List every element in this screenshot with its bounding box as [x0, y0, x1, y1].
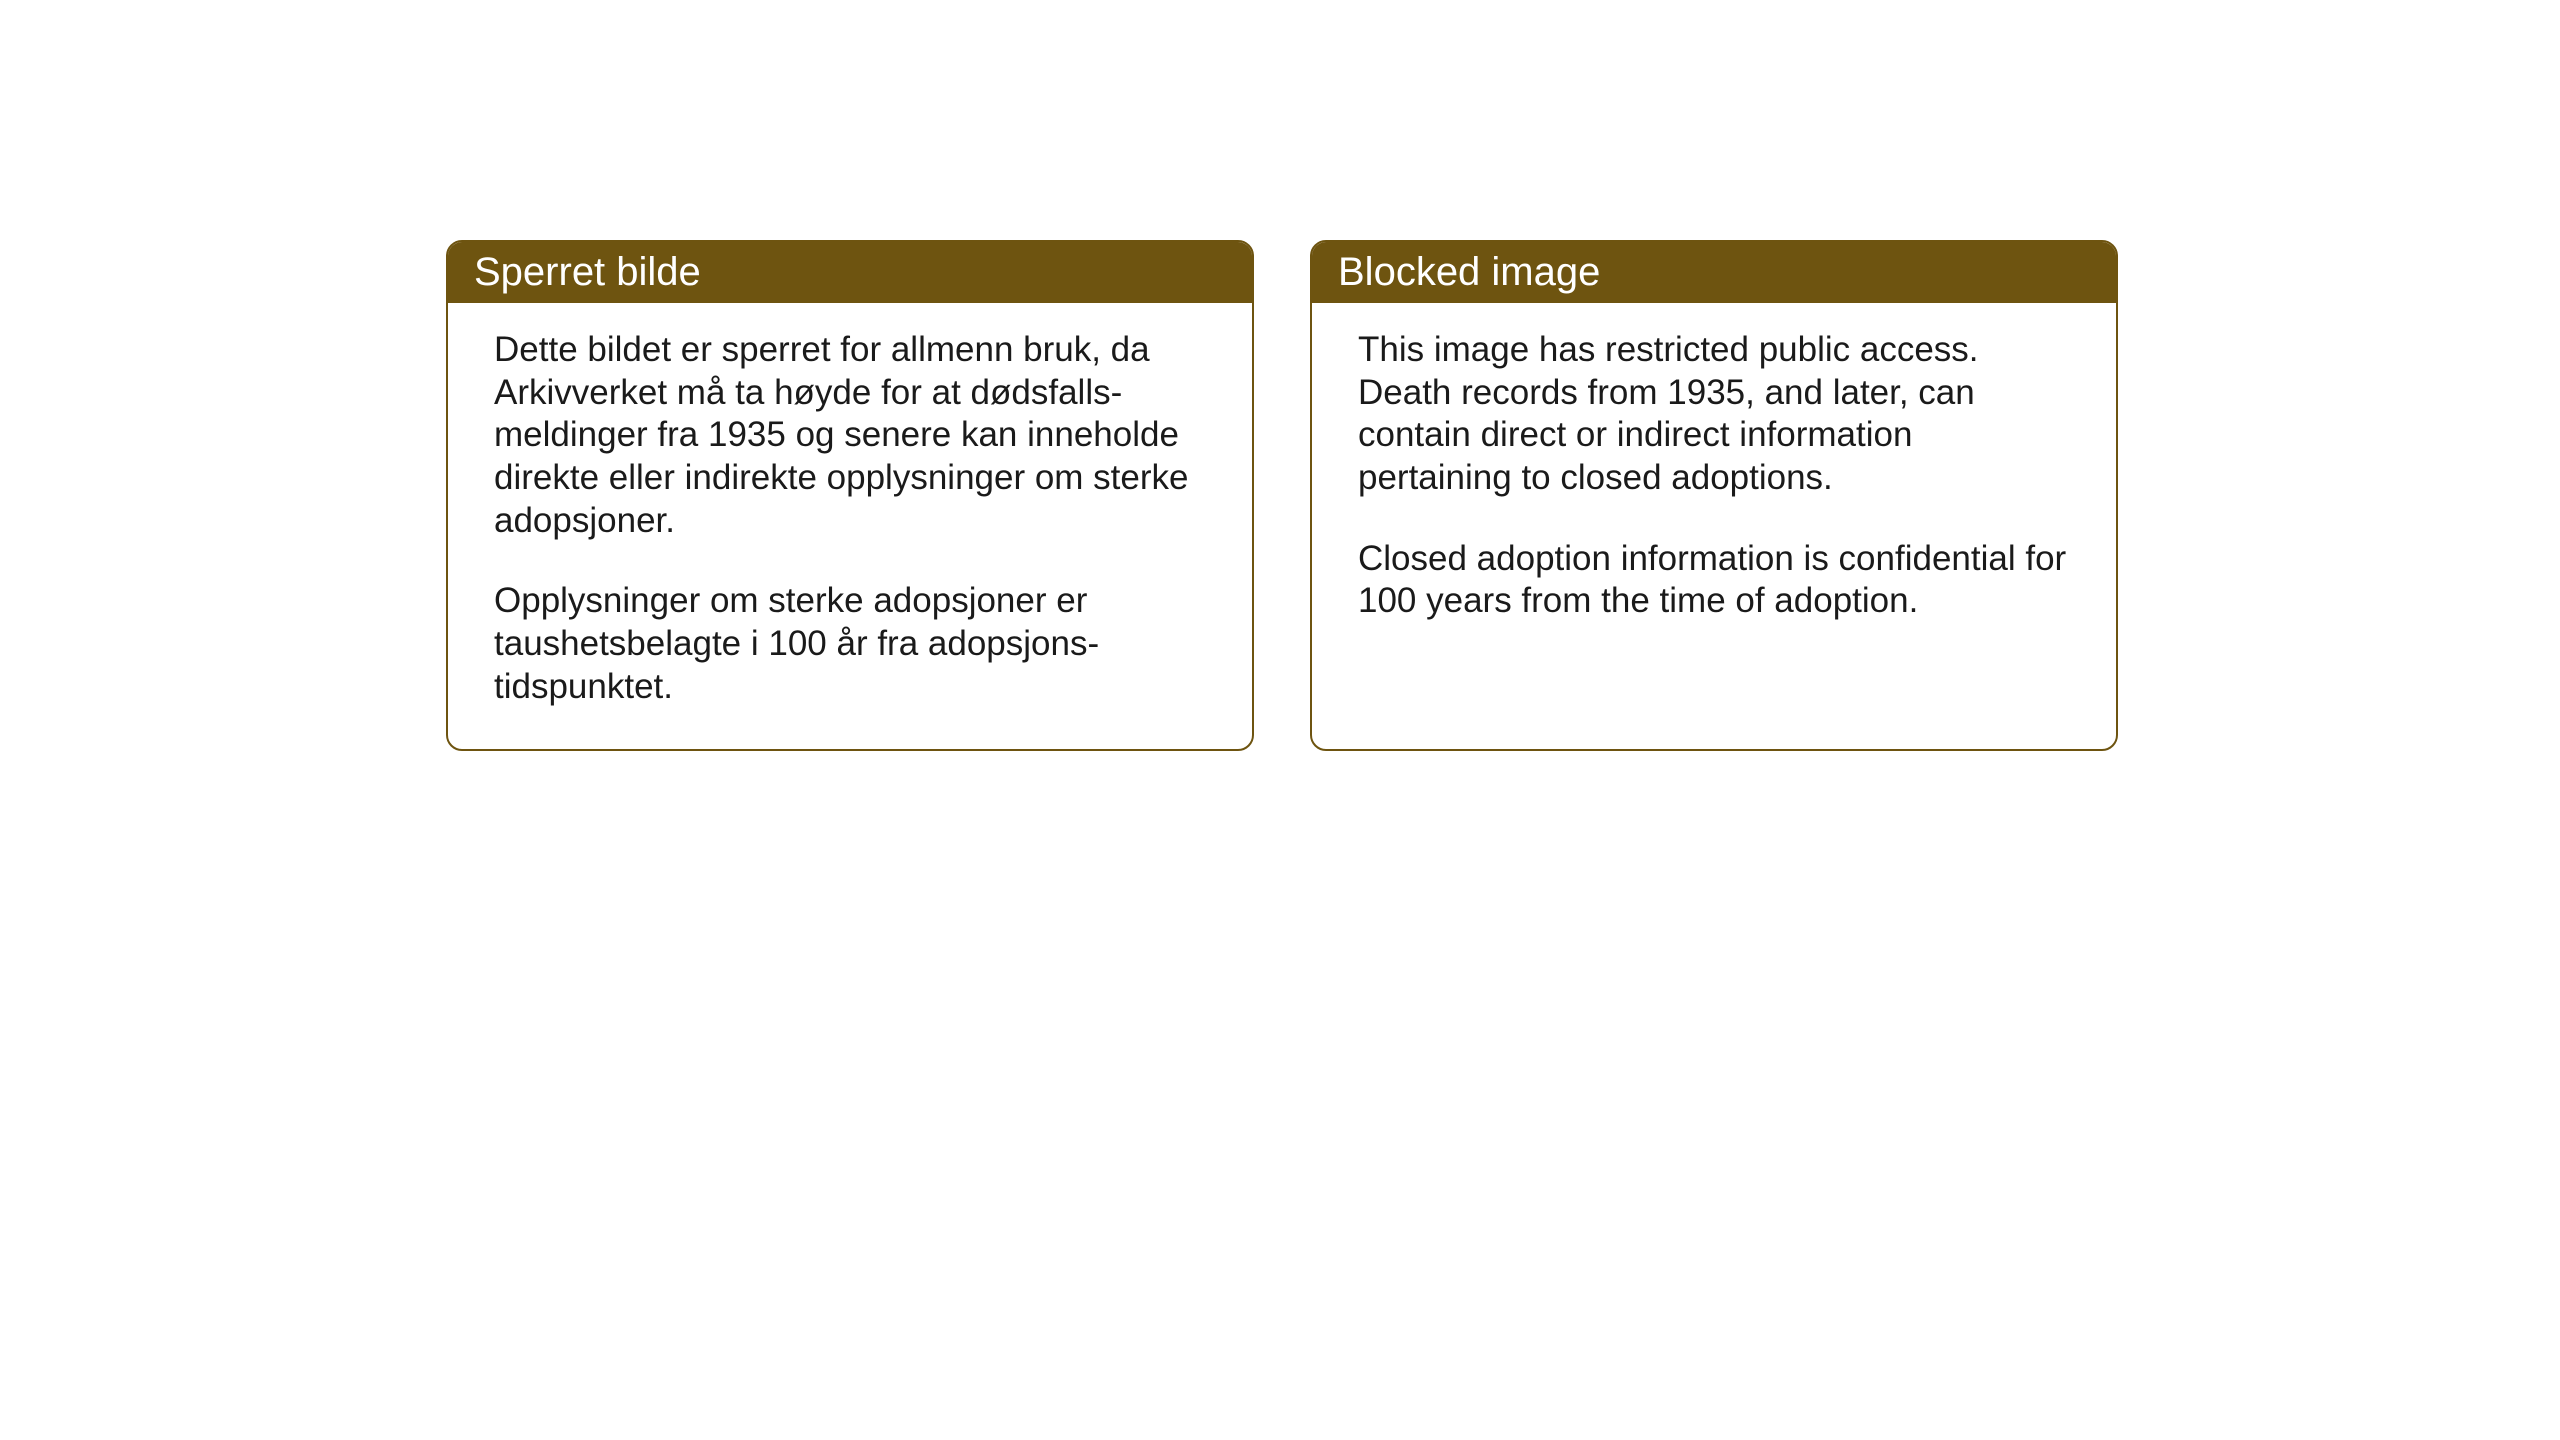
- blocked-image-card-norwegian: Sperret bilde Dette bildet er sperret fo…: [446, 240, 1254, 751]
- blocked-image-card-english: Blocked image This image has restricted …: [1310, 240, 2118, 751]
- card-header-norwegian: Sperret bilde: [448, 242, 1252, 303]
- card-header-english: Blocked image: [1312, 242, 2116, 303]
- card-body-norwegian: Dette bildet er sperret for allmenn bruk…: [448, 303, 1252, 749]
- paragraph-2-english: Closed adoption information is confident…: [1358, 538, 2070, 623]
- card-body-english: This image has restricted public access.…: [1312, 303, 2116, 663]
- cards-container: Sperret bilde Dette bildet er sperret fo…: [446, 240, 2118, 751]
- paragraph-2-norwegian: Opplysninger om sterke adopsjoner er tau…: [494, 580, 1206, 708]
- paragraph-1-english: This image has restricted public access.…: [1358, 329, 2070, 500]
- paragraph-1-norwegian: Dette bildet er sperret for allmenn bruk…: [494, 329, 1206, 542]
